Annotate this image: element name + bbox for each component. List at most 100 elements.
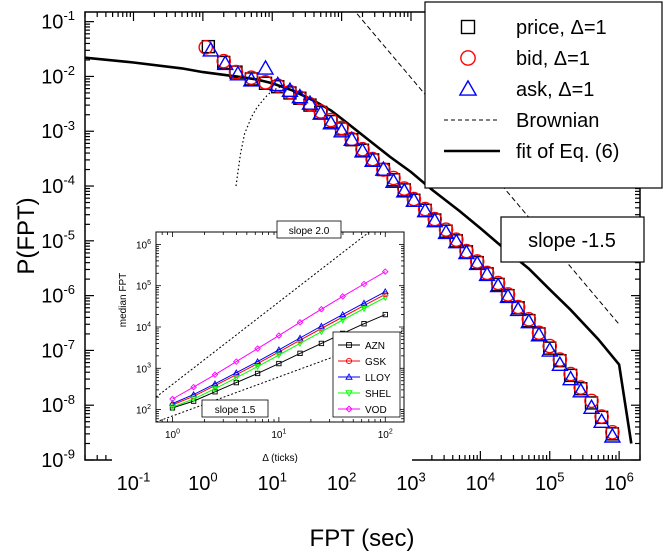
ask-point: [242, 71, 261, 87]
inset-point-shel: [317, 329, 325, 336]
inset-point-vod: [339, 293, 346, 300]
inset-point-vod: [381, 268, 389, 275]
slope-annotation: slope -1.5: [500, 216, 645, 263]
inset-chart: 100 101 102 102 103 104 105 106 Δ (ticks) media…: [112, 212, 412, 470]
x-tick-label: 101: [257, 470, 286, 495]
ask-point: [216, 54, 234, 71]
bid-point: [198, 40, 214, 55]
inset-y-tick-label: 103: [136, 363, 151, 376]
inset-point-vod: [275, 332, 283, 339]
ask-point: [592, 412, 611, 429]
inset-legend: AZN GSK LLOY SHEL VOD: [332, 331, 401, 418]
inset-legend-label: VOD: [365, 405, 387, 416]
main-tick-labels: 10-1 100 101 102 103 104 105 106 10-9 10-8 10-7 10-…: [41, 8, 634, 495]
x-tick-label: 106: [604, 470, 633, 495]
inset-y-axis-title: median FPT: [118, 273, 129, 327]
inset-y-tick-label: 102: [136, 404, 151, 417]
ask-point: [478, 265, 496, 282]
inset-point-shel: [232, 375, 240, 382]
inset-legend-label: AZN: [365, 341, 385, 352]
inset-line-lloy: [172, 291, 386, 404]
ask-point: [363, 151, 382, 168]
ask-point: [405, 191, 423, 208]
bid-point: [521, 311, 537, 327]
ask-point: [281, 81, 299, 97]
inset-point-lloy: [296, 334, 304, 341]
inset-annotation-bottom-frame: [201, 399, 269, 418]
inset-point-shel: [275, 352, 283, 359]
y-tick-label: 10-4: [41, 173, 75, 198]
bid-point: [594, 409, 609, 424]
inset-point-shel: [381, 294, 389, 302]
y-tick-label: 10-2: [41, 63, 75, 88]
bid-point: [334, 120, 349, 136]
inset-point-lloy: [232, 369, 240, 376]
slope-annotation-text: slope -1.5: [528, 230, 616, 252]
y-axis-title: P(FPT): [13, 197, 40, 274]
main-points: [198, 39, 622, 443]
legend-swatch-circle: [460, 50, 476, 66]
x-tick-label: 102: [327, 470, 356, 495]
inset-point-lloy: [168, 399, 177, 407]
inset-point-shel: [168, 404, 177, 411]
inset-point-lloy: [360, 299, 368, 306]
inset-point-vod: [254, 345, 261, 352]
inset-point-vod: [169, 395, 176, 403]
ask-point: [322, 114, 340, 130]
bid-point: [490, 275, 506, 291]
inset-point-lloy: [254, 357, 262, 365]
inset-annotation-top-text: slope 2.0: [289, 226, 330, 237]
inset-point-azn: [318, 340, 325, 347]
inset-annotation-top: slope 2.0: [276, 220, 342, 239]
ask-point: [353, 142, 372, 158]
ask-point: [343, 130, 361, 147]
bid-point: [510, 299, 526, 315]
ask-point: [582, 398, 601, 415]
inset-point-shel: [211, 386, 219, 393]
bid-point: [531, 325, 547, 341]
inset-x-tick-label: 101: [271, 428, 286, 441]
inset-point-azn: [297, 350, 303, 357]
bid-point: [469, 254, 485, 269]
ask-point: [499, 287, 517, 304]
inset-y-tick-label: 104: [136, 321, 151, 334]
bid-point: [552, 352, 568, 367]
legend-swatch-triangle: [458, 79, 478, 96]
y-tick-label: 10-3: [41, 118, 75, 143]
legend-label: price, Δ=1: [516, 17, 607, 39]
bid-point: [228, 64, 244, 80]
inset-point-vod: [233, 358, 240, 365]
inset-point-lloy: [211, 380, 219, 387]
inset-x-tick-label: 100: [165, 428, 180, 441]
inset-guide-slope-2: [156, 232, 371, 398]
ask-point: [202, 41, 220, 57]
bid-point: [449, 232, 464, 247]
ask-point: [457, 244, 476, 260]
inset-point-azn: [382, 311, 388, 318]
ask-point: [489, 277, 507, 293]
ask-point: [603, 427, 622, 443]
bid-point: [216, 53, 232, 69]
ask-point: [426, 212, 444, 228]
inset-x-axis-title: Δ (ticks): [262, 453, 298, 464]
ask-point: [291, 88, 309, 104]
legend-label: Brownian: [516, 110, 599, 132]
x-axis-title: FPT (sec): [310, 525, 415, 552]
ask-point: [541, 341, 559, 357]
inset-annotation-bottom-text: slope 1.5: [215, 405, 256, 416]
bid-point: [386, 170, 401, 186]
ask-point: [269, 76, 287, 92]
x-tick-label: 105: [535, 470, 564, 495]
inset-point-lloy: [381, 287, 389, 295]
inset-legend-marker-lloy: [345, 373, 353, 380]
ask-point: [229, 65, 247, 81]
inset-point-vod: [296, 319, 304, 326]
ask-point: [520, 313, 538, 329]
x-tick-label: 100: [188, 470, 217, 495]
ask-point: [447, 233, 466, 249]
legend-label: fit of Eq. (6): [516, 141, 619, 163]
inset-legend-label: SHEL: [365, 389, 392, 400]
inset-legend-marker-shel: [345, 390, 353, 397]
inset-point-vod: [360, 280, 368, 288]
inset-y-tick-label: 106: [136, 239, 151, 252]
